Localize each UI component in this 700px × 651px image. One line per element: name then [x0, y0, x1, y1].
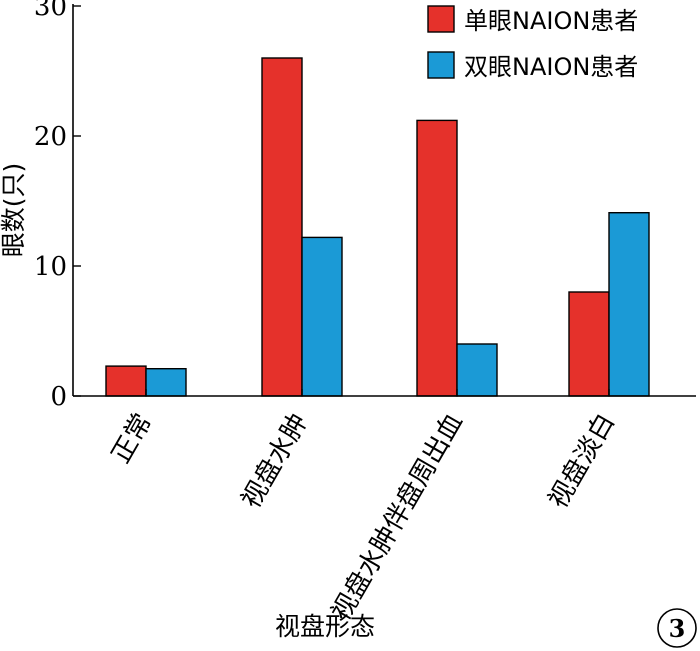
x-tick-label: 视盘水肿 [236, 409, 314, 514]
legend-label: 单眼NAION患者 [464, 7, 638, 35]
panel-label-badge: 3 [657, 608, 697, 648]
bar [568, 291, 610, 397]
x-tick-label: 正常 [106, 409, 158, 469]
bar [608, 211, 650, 397]
bar [261, 57, 303, 397]
y-tick-label: 0 [50, 382, 67, 412]
x-axis-title: 视盘形态 [275, 612, 375, 641]
bar [416, 119, 458, 397]
x-tick-label: 视盘淡白 [543, 409, 621, 514]
x-tick-label: 视盘水肿伴盘周出血 [326, 409, 469, 627]
bars-layer [105, 57, 650, 397]
y-tick-label: 30 [34, 0, 67, 22]
panel-label: 3 [669, 614, 686, 643]
y-axis-title: 眼数(只) [0, 163, 28, 258]
axes-layer [72, 4, 696, 397]
bar [456, 343, 498, 397]
bar [145, 368, 187, 397]
x-ticks: 正常 视盘水肿 视盘水肿伴盘周出血 视盘淡白 [106, 389, 621, 626]
legend-swatch [427, 5, 455, 33]
panel-label-circle [657, 608, 697, 648]
bar [105, 365, 147, 397]
y-tick-label: 20 [34, 122, 67, 152]
y-ticks: 0 10 20 30 [34, 0, 81, 412]
y-tick-label: 10 [34, 252, 67, 282]
legend-swatch [427, 51, 455, 79]
legend-label: 双眼NAION患者 [464, 53, 638, 81]
bar [301, 236, 343, 397]
